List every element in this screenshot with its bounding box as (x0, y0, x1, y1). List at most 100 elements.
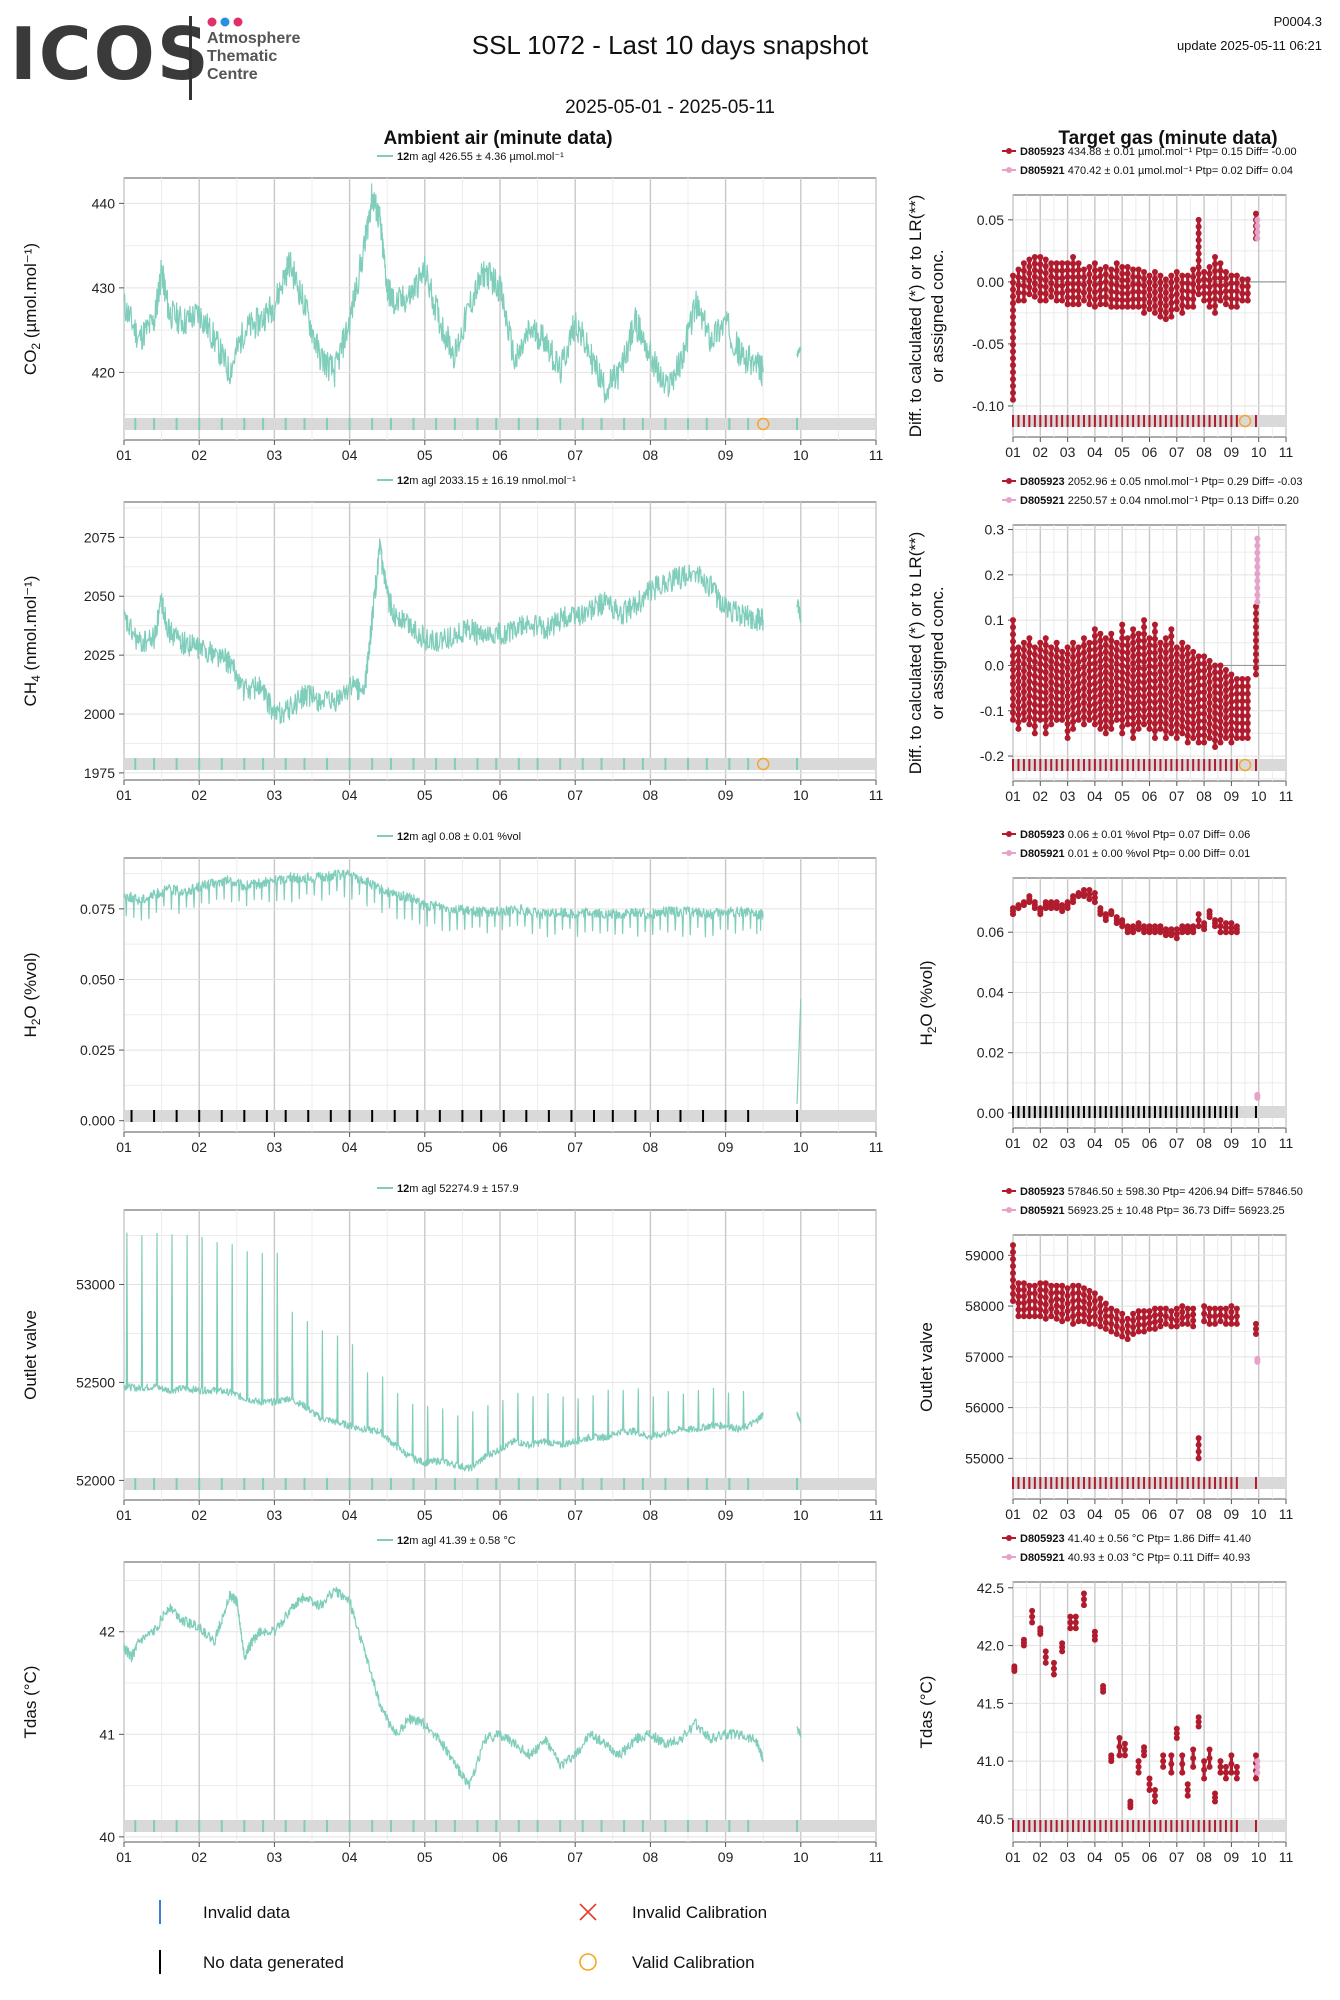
target-point (1254, 1769, 1261, 1776)
target-point (1048, 707, 1055, 714)
target-point (1059, 682, 1066, 689)
target-point (1042, 662, 1049, 669)
target-point (1064, 665, 1071, 672)
target-point (1042, 263, 1049, 270)
target-point (1135, 712, 1142, 719)
target-point (1015, 1280, 1022, 1287)
x-tick-label: 06 (1142, 1849, 1158, 1865)
target-point (1201, 1775, 1208, 1782)
target-point (1130, 660, 1137, 667)
target-point (1097, 1323, 1104, 1330)
target-point (1151, 303, 1158, 310)
target-point (1026, 1290, 1033, 1297)
target-point (1217, 732, 1224, 739)
target-point (1141, 721, 1148, 728)
target-point (1151, 1312, 1158, 1319)
y-axis-label: Tdas (°C) (21, 1666, 40, 1739)
target-point (1010, 652, 1016, 659)
target-point (1162, 635, 1169, 642)
logo-wordmark: ICOS (10, 12, 211, 96)
status-band (124, 1110, 876, 1122)
target-point (1228, 678, 1235, 685)
update-timestamp: update 2025-05-11 06:21 (1176, 38, 1322, 53)
target-point (1037, 646, 1044, 653)
target-point (1080, 642, 1087, 649)
target-point (1102, 1313, 1109, 1320)
target-point (1113, 289, 1120, 296)
target-point (1113, 667, 1120, 674)
target-point (1252, 630, 1259, 637)
target-point (1212, 254, 1219, 261)
target-point (1042, 710, 1049, 717)
target-point (1070, 639, 1077, 646)
target-point (1113, 274, 1120, 281)
target-point (1059, 267, 1066, 274)
target-point (1037, 709, 1044, 716)
target-point (1222, 687, 1229, 694)
target-point (1119, 730, 1126, 737)
target-point (1010, 681, 1016, 688)
target-point (1108, 288, 1115, 295)
target-point (1119, 655, 1126, 662)
y-tick-label: 59000 (965, 1247, 1004, 1263)
x-tick-label: 04 (1087, 444, 1103, 460)
x-tick-label: 03 (267, 787, 283, 803)
target-point (1108, 644, 1115, 651)
target-point (1201, 297, 1208, 304)
target-point (1020, 646, 1027, 653)
target-point (1020, 1300, 1027, 1307)
series-line (123, 183, 764, 404)
target-point (1108, 712, 1115, 719)
y-tick-label: -0.2 (980, 748, 1004, 764)
target-point (1031, 899, 1038, 906)
target-point (1059, 902, 1066, 909)
target-point (1130, 680, 1137, 687)
target-point (1201, 1303, 1208, 1310)
target-point (1053, 639, 1060, 646)
target-point (1239, 290, 1246, 297)
target-point (1130, 1317, 1137, 1324)
target-point (1124, 635, 1131, 642)
target-point (1119, 676, 1126, 683)
target-point (1162, 699, 1169, 706)
target-point (1168, 660, 1175, 667)
target-point (1173, 707, 1180, 714)
target-point (1222, 721, 1229, 728)
target-point (1222, 294, 1229, 301)
target-point (1195, 1448, 1202, 1455)
x-tick-label: 06 (492, 1139, 508, 1155)
target-point (1228, 705, 1235, 712)
target-point (1130, 639, 1137, 646)
target-point (1168, 1769, 1175, 1776)
target-point (1162, 706, 1169, 713)
target-point (1141, 707, 1148, 714)
target-point (1135, 644, 1142, 651)
target-point (1239, 727, 1246, 734)
target-point (1080, 663, 1087, 670)
target-point (1026, 284, 1033, 291)
target-point (1119, 642, 1126, 649)
x-tick-label: 01 (116, 447, 132, 463)
target-point (1173, 1730, 1180, 1737)
target-point (1042, 1280, 1049, 1287)
target-point (1108, 1313, 1115, 1320)
document-code: P0004.3 (1273, 14, 1322, 29)
target-point (1146, 684, 1153, 691)
target-point (1130, 923, 1137, 930)
target-point (1059, 282, 1066, 289)
target-point (1091, 687, 1098, 694)
target-point (1080, 297, 1087, 304)
target-point (1222, 707, 1229, 714)
y-tick-label: 2025 (84, 647, 115, 663)
target-point (1135, 273, 1142, 280)
target-point (1162, 692, 1169, 699)
target-point (1233, 676, 1240, 683)
target-point (1168, 640, 1175, 647)
target-point (1130, 273, 1137, 280)
target-point (1135, 920, 1142, 927)
target-point (1212, 1320, 1219, 1327)
x-tick-label: 09 (1224, 1135, 1240, 1151)
target-point (1097, 630, 1104, 637)
x-tick-label: 07 (1169, 1849, 1185, 1865)
target-point (1053, 290, 1060, 297)
